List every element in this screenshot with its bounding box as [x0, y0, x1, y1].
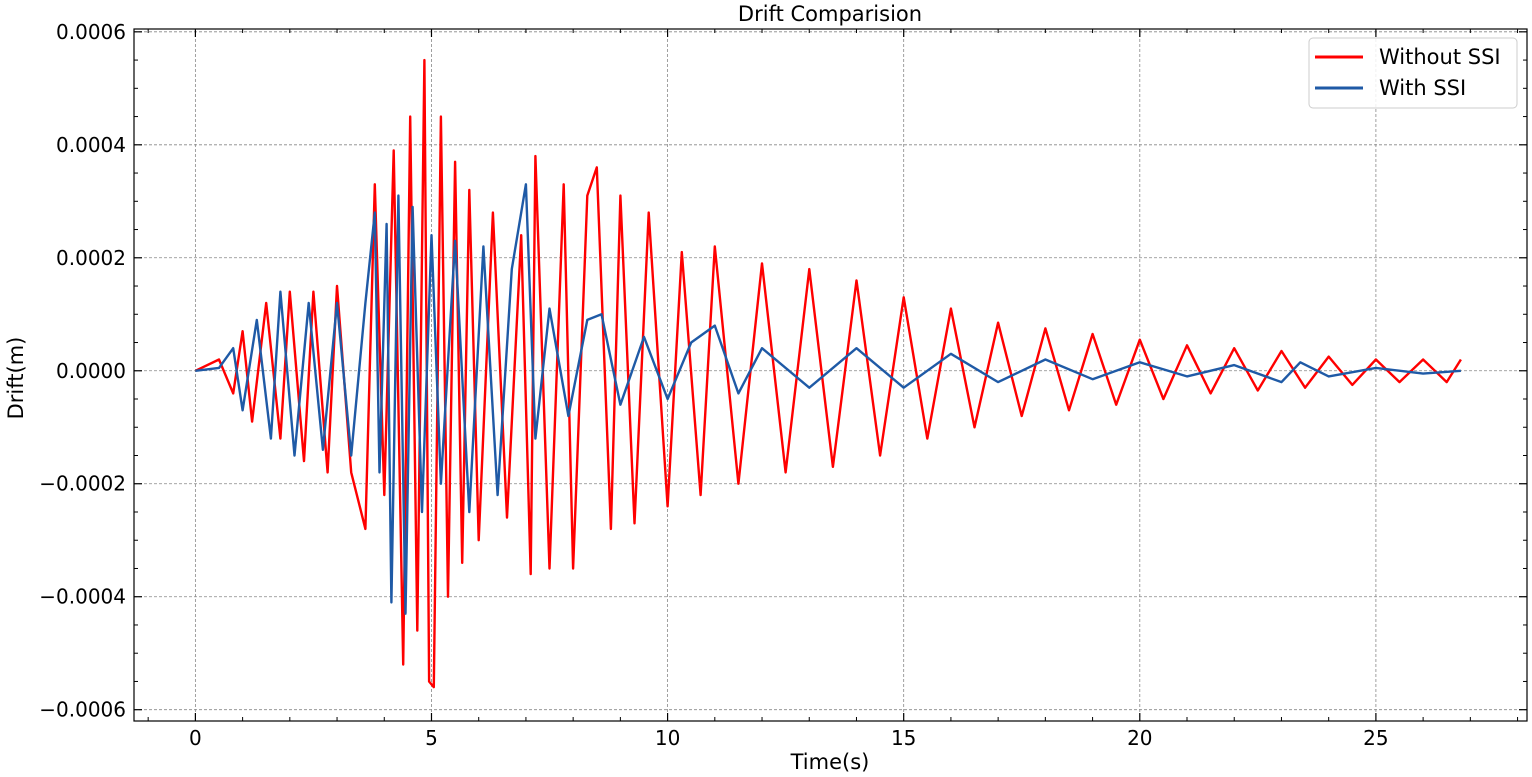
x-tick-labels: 0 5 10 15 20 25 — [189, 726, 1389, 750]
legend: Without SSI With SSI — [1308, 37, 1518, 109]
series-lines — [194, 58, 1462, 689]
legend-label-with-ssi: With SSI — [1379, 76, 1466, 100]
plot-frame — [133, 28, 1528, 722]
x-tick-label: 15 — [891, 726, 916, 750]
y-tick-label: 0.0006 — [56, 20, 126, 44]
x-tick-label: 0 — [189, 726, 202, 750]
y-tick-label: 0.0002 — [56, 246, 126, 270]
x-tick-label: 10 — [655, 726, 680, 750]
axis-ticks — [134, 29, 1527, 721]
y-tick-label: −0.0002 — [39, 472, 126, 496]
y-tick-labels: 0.0006 0.0004 0.0002 0.0000 −0.0002 −0.0004 −0… — [39, 20, 126, 722]
chart-title: Drift Comparision — [738, 2, 922, 26]
series-line-with-ssi — [195, 183, 1461, 615]
x-tick-label: 25 — [1363, 726, 1388, 750]
y-tick-label: −0.0006 — [39, 698, 126, 722]
series-line-without-ssi — [194, 58, 1462, 689]
x-axis-title: Time(s) — [790, 750, 870, 774]
y-tick-label: −0.0004 — [39, 585, 126, 609]
legend-label-without-ssi: Without SSI — [1379, 45, 1501, 69]
x-tick-label: 20 — [1127, 726, 1152, 750]
y-axis-title: Drift(m) — [4, 337, 28, 420]
x-tick-label: 5 — [425, 726, 438, 750]
y-tick-label: 0.0004 — [56, 133, 126, 157]
y-tick-label: 0.0000 — [56, 359, 126, 383]
